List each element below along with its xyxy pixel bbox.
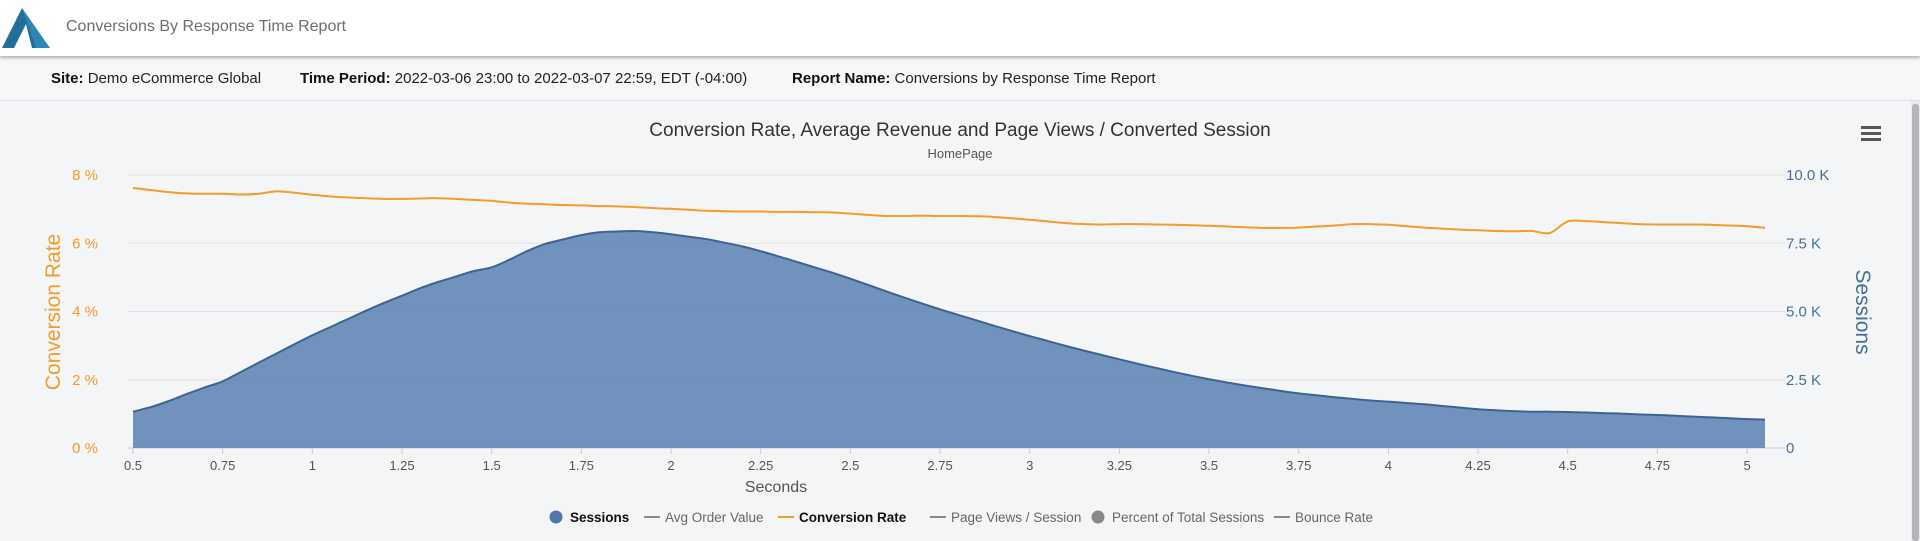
x-tick-label: 1.25 <box>389 458 414 473</box>
x-tick-label: 2.75 <box>927 458 952 473</box>
x-tick-label: 3.25 <box>1107 458 1132 473</box>
report-name-value: Conversions by Response Time Report <box>894 70 1156 87</box>
sessions-area[interactable] <box>133 230 1765 448</box>
left-axis-label: Conversion Rate <box>42 234 65 390</box>
site-value: Demo eCommerce Global <box>87 70 262 87</box>
sessions-area-layer <box>132 229 1766 448</box>
chart-title: Conversion Rate, Average Revenue and Pag… <box>649 120 1270 141</box>
site-label: Site: <box>51 70 84 87</box>
axis-ticks: 0 % 0 2 % 2.5 K 4 % 5.0 K 6 % 7.5 K 8 % 10.0 K 0.5… <box>72 167 1829 473</box>
y-left-tick-label: 8 % <box>72 167 98 184</box>
sessions-line[interactable] <box>132 229 1766 421</box>
legend-item[interactable]: Avg Order Value <box>644 510 764 525</box>
y-left-tick-label: 4 % <box>72 304 98 321</box>
legend-item[interactable]: Conversion Rate <box>778 510 907 525</box>
top-bar: Conversions By Response Time Report <box>0 0 1920 56</box>
y-right-tick-label: 0 <box>1786 440 1794 457</box>
legend-label: Page Views / Session <box>951 510 1081 525</box>
chart-legend: Sessions Avg Order Value Conversion Rate Pa… <box>549 510 1373 525</box>
chart-subtitle: HomePage <box>927 146 992 161</box>
x-tick-label: 2.25 <box>748 458 773 473</box>
x-tick-label: 4.75 <box>1645 458 1670 473</box>
legend-marker <box>549 510 563 524</box>
report-info-bar: Site: Demo eCommerce Global Time Period:… <box>0 58 1920 101</box>
y-right-tick-label: 10.0 K <box>1786 167 1829 184</box>
brand-logo-icon[interactable] <box>0 2 52 50</box>
legend-item[interactable]: Page Views / Session <box>930 510 1081 525</box>
legend-item[interactable]: Percent of Total Sessions <box>1091 510 1265 525</box>
y-left-tick-label: 6 % <box>72 235 98 252</box>
time-period-info: Time Period: 2022-03-06 23:00 to 2022-03… <box>300 70 747 87</box>
x-tick-label: 2 <box>667 458 674 473</box>
y-right-tick-label: 5.0 K <box>1786 304 1821 321</box>
legend-label: Avg Order Value <box>665 510 764 525</box>
x-tick-label: 1 <box>309 458 316 473</box>
app-title: Conversions By Response Time Report <box>66 18 347 35</box>
legend-item[interactable]: Bounce Rate <box>1274 510 1373 525</box>
site-info: Site: Demo eCommerce Global <box>51 70 261 87</box>
x-tick-label: 1.75 <box>569 458 594 473</box>
legend-marker <box>1091 510 1105 524</box>
x-tick-label: 4 <box>1385 458 1392 473</box>
legend-label: Percent of Total Sessions <box>1112 510 1264 525</box>
legend-label: Conversion Rate <box>799 510 907 525</box>
scrollbar-thumb[interactable] <box>1912 104 1919 541</box>
conversion-line-layer <box>132 187 1766 235</box>
report-name-label: Report Name: <box>792 70 891 87</box>
hamburger-icon <box>1860 126 1882 141</box>
report-name-info: Report Name: Conversions by Response Tim… <box>792 70 1156 87</box>
y-right-tick-label: 2.5 K <box>1786 372 1821 389</box>
x-tick-label: 3 <box>1026 458 1033 473</box>
x-tick-label: 1.5 <box>483 458 501 473</box>
y-left-tick-label: 0 % <box>72 440 98 457</box>
conversion-rate-line[interactable] <box>132 187 1766 235</box>
x-tick-label: 3.75 <box>1286 458 1311 473</box>
x-tick-label: 4.5 <box>1559 458 1577 473</box>
y-left-tick-label: 2 % <box>72 372 98 389</box>
legend-label: Bounce Rate <box>1295 510 1373 525</box>
x-axis-label: Seconds <box>745 479 807 496</box>
right-axis-label: Sessions <box>1851 269 1874 354</box>
x-tick-label: 0.75 <box>210 458 235 473</box>
x-tick-label: 5 <box>1743 458 1750 473</box>
time-period-value: 2022-03-06 23:00 to 2022-03-07 22:59, ED… <box>394 70 748 87</box>
x-tick-label: 2.5 <box>841 458 859 473</box>
legend-item[interactable]: Sessions <box>549 510 630 525</box>
x-tick-label: 3.5 <box>1200 458 1218 473</box>
legend-label: Sessions <box>570 510 629 525</box>
x-tick-label: 0.5 <box>124 458 142 473</box>
time-period-label: Time Period: <box>300 70 391 87</box>
y-right-tick-label: 7.5 K <box>1786 235 1821 252</box>
x-tick-label: 4.25 <box>1465 458 1490 473</box>
chart-menu-button[interactable] <box>1860 124 1882 144</box>
